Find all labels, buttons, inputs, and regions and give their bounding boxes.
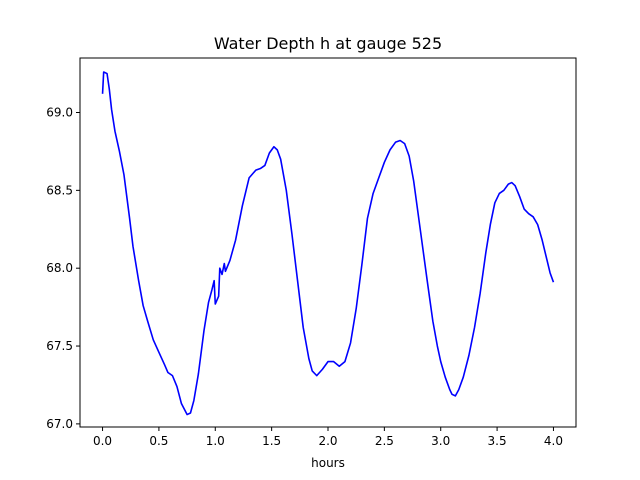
x-tick-label: 0.5	[149, 434, 168, 448]
x-tick-label: 3.5	[488, 434, 507, 448]
x-tick-label: 3.0	[431, 434, 450, 448]
x-tick-label: 1.0	[206, 434, 225, 448]
y-tick-label: 67.0	[46, 417, 73, 431]
x-tick-label: 2.0	[318, 434, 337, 448]
x-axis-label: hours	[311, 456, 345, 470]
y-tick-label: 69.0	[46, 105, 73, 119]
series-line-0	[101, 71, 555, 416]
x-tick-label: 2.5	[375, 434, 394, 448]
y-tick-label: 68.5	[46, 183, 73, 197]
x-tick-label: 4.0	[544, 434, 563, 448]
x-tick-label: 1.5	[262, 434, 281, 448]
x-tick-label: 0.0	[93, 434, 112, 448]
plot-area: 0.0 0.5 1.0 1.5 2.0 2.5 3.0 3.5 4.0 67.0 67.5 68.0 6…	[46, 57, 577, 448]
y-tick-label: 67.5	[46, 339, 73, 353]
chart-title: Water Depth h at gauge 525	[214, 34, 442, 53]
y-tick-label: 68.0	[46, 261, 73, 275]
